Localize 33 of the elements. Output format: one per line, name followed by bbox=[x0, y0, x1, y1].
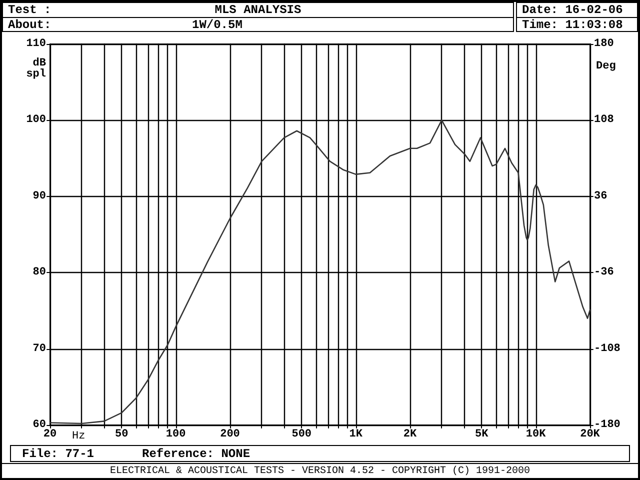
y-tick-label: 60 bbox=[32, 419, 46, 431]
y2-tick-label: -36 bbox=[594, 266, 614, 279]
text: About: bbox=[8, 18, 52, 32]
x-axis-title: Hz bbox=[72, 430, 86, 442]
x-tick-label: 2K bbox=[403, 428, 417, 440]
x-tick-label: 200 bbox=[220, 428, 240, 440]
y-tick-label: 110 bbox=[26, 38, 46, 50]
text: Reference: NONE bbox=[142, 447, 250, 461]
x-tick-label: 500 bbox=[292, 428, 312, 440]
y2-axis-title: Deg bbox=[596, 60, 616, 72]
text: Date: 16-02-06 bbox=[522, 3, 623, 17]
y-tick-label: 90 bbox=[32, 190, 46, 202]
chart-title: MLS ANALYSIS bbox=[214, 3, 302, 17]
text: 1W/0.5M bbox=[192, 18, 242, 32]
x-tick-label: 20K bbox=[580, 428, 600, 440]
x-tick-label: 10K bbox=[526, 428, 546, 440]
y-tick-label: 70 bbox=[32, 342, 46, 355]
x-tick-label: 20 bbox=[43, 428, 57, 440]
y2-tick-label: -108 bbox=[594, 342, 621, 355]
x-tick-label: 1K bbox=[349, 428, 363, 440]
x-tick-label: 50 bbox=[115, 428, 128, 440]
text: Time: 11:03:08 bbox=[522, 18, 623, 32]
x-tick-label: 100 bbox=[166, 428, 186, 440]
y2-tick-label: 36 bbox=[594, 190, 608, 202]
text: Test : bbox=[8, 3, 52, 17]
x-tick-label: 5K bbox=[475, 428, 489, 440]
text: ELECTRICAL & ACOUSTICAL TESTS - VERSION 4.52 - COPYRIGHT (C) 1991-2000 bbox=[108, 465, 532, 479]
y2-tick-label: 180 bbox=[594, 38, 614, 50]
y-tick-label: 80 bbox=[32, 266, 46, 279]
y2-tick-label: 108 bbox=[594, 114, 614, 126]
y-tick-label: 100 bbox=[26, 114, 46, 126]
y-axis-title: dB spl bbox=[26, 58, 46, 80]
text: File: 77-1 bbox=[22, 447, 94, 461]
